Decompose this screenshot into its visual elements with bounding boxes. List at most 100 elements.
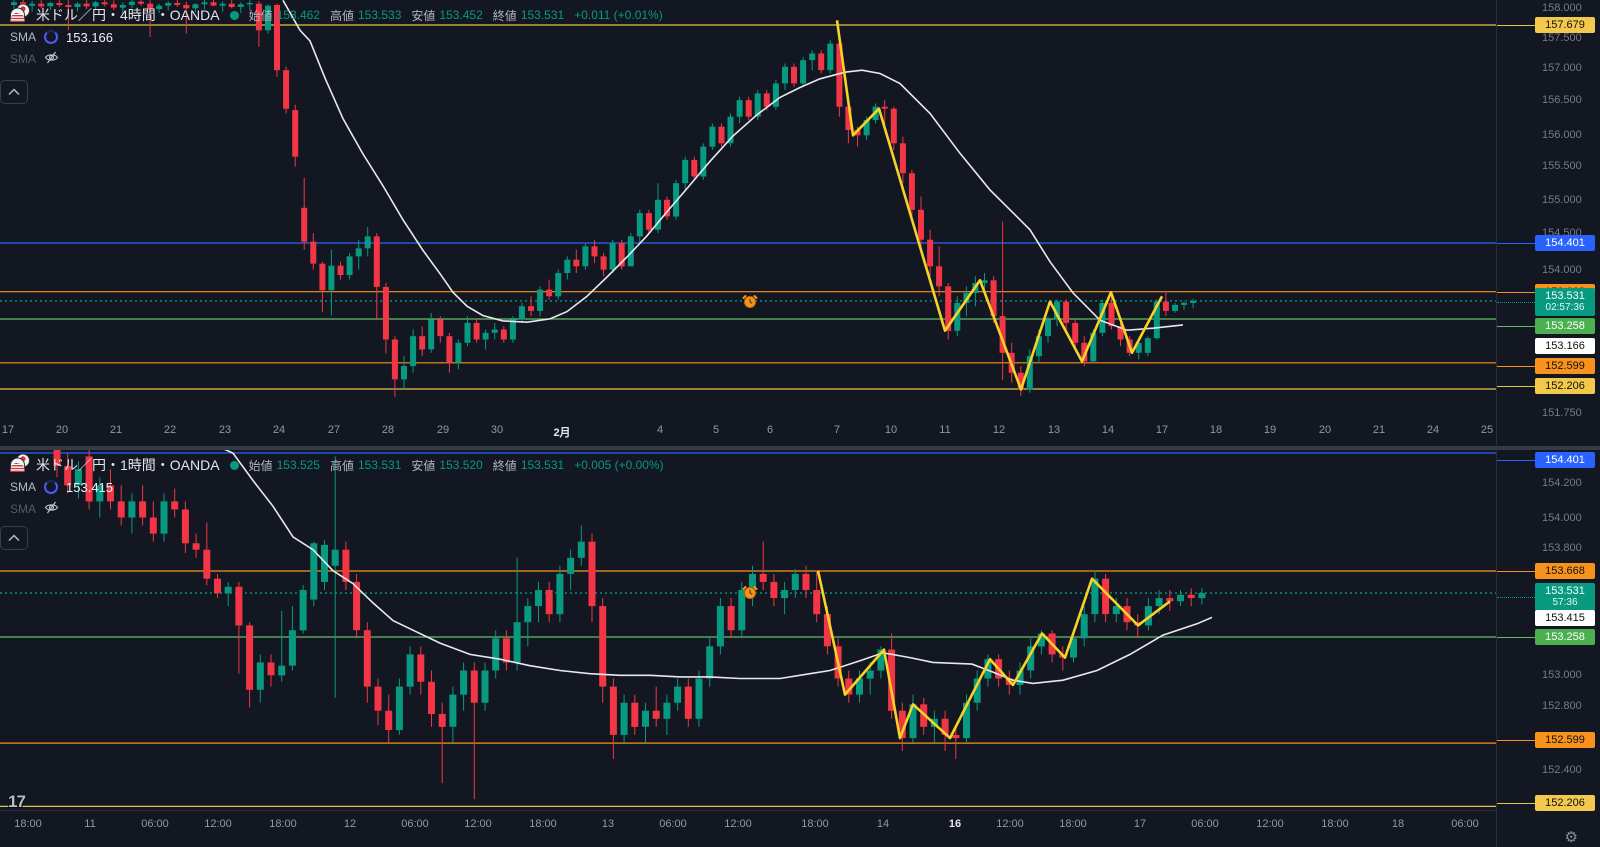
- candle[interactable]: [1081, 336, 1088, 367]
- candle[interactable]: [664, 196, 670, 220]
- candle[interactable]: [107, 469, 114, 510]
- sma-line[interactable]: [215, 450, 1213, 685]
- price-label-green[interactable]: 153.258: [1535, 629, 1595, 645]
- price-label-blue[interactable]: 154.401: [1535, 452, 1595, 468]
- candle[interactable]: [502, 630, 510, 671]
- candle[interactable]: [691, 156, 698, 180]
- candle[interactable]: [564, 256, 571, 280]
- candle[interactable]: [224, 581, 232, 607]
- candle[interactable]: [1144, 336, 1151, 357]
- chart-pane-4h[interactable]: [0, 0, 1497, 417]
- candle[interactable]: [1091, 570, 1099, 623]
- candle[interactable]: [1117, 322, 1124, 347]
- candle[interactable]: [655, 183, 661, 234]
- candle[interactable]: [1190, 298, 1197, 309]
- candle[interactable]: [636, 209, 643, 244]
- candle[interactable]: [119, 2, 126, 14]
- candle[interactable]: [609, 239, 616, 273]
- candle[interactable]: [310, 541, 318, 607]
- alert-clock-icon[interactable]: [742, 584, 758, 600]
- candle[interactable]: [255, 1, 262, 47]
- candle[interactable]: [299, 585, 307, 634]
- candle[interactable]: [219, 1, 226, 12]
- candle[interactable]: [321, 540, 328, 590]
- candle[interactable]: [364, 227, 371, 257]
- candle[interactable]: [1026, 349, 1033, 393]
- candle[interactable]: [567, 549, 575, 590]
- candle[interactable]: [331, 456, 339, 698]
- candle[interactable]: [918, 196, 924, 250]
- candle[interactable]: [866, 662, 874, 695]
- indicator-row-sma[interactable]: SMA 153.415: [10, 479, 114, 495]
- indicator-row-sma-hidden[interactable]: SMA: [10, 48, 663, 70]
- candle[interactable]: [509, 316, 516, 343]
- candle[interactable]: [428, 312, 435, 353]
- candle[interactable]: [492, 630, 500, 679]
- candle[interactable]: [201, 0, 208, 9]
- candle[interactable]: [85, 450, 93, 510]
- candle[interactable]: [128, 0, 135, 9]
- candle[interactable]: [927, 229, 934, 277]
- candle[interactable]: [727, 598, 735, 639]
- price-label-orange[interactable]: 153.668: [1535, 563, 1595, 579]
- candle[interactable]: [736, 96, 743, 124]
- candle[interactable]: [47, 1, 54, 11]
- candle[interactable]: [464, 316, 471, 347]
- candle[interactable]: [591, 239, 598, 263]
- candle[interactable]: [652, 686, 660, 727]
- candle[interactable]: [237, 2, 244, 13]
- market-status-icon[interactable]: [229, 460, 239, 470]
- candle[interactable]: [555, 269, 562, 300]
- candle[interactable]: [952, 726, 960, 759]
- candle[interactable]: [156, 3, 163, 13]
- candle[interactable]: [908, 169, 915, 220]
- candle[interactable]: [1172, 302, 1178, 313]
- candle[interactable]: [228, 0, 235, 9]
- chart-pane-1h[interactable]: [0, 450, 1497, 810]
- candle[interactable]: [491, 322, 498, 340]
- candle[interactable]: [682, 156, 689, 190]
- candle[interactable]: [537, 286, 544, 317]
- candle[interactable]: [981, 273, 988, 290]
- candle[interactable]: [673, 179, 680, 220]
- candle[interactable]: [941, 710, 949, 751]
- candle[interactable]: [1181, 301, 1187, 310]
- candle[interactable]: [406, 646, 414, 695]
- price-label-green[interactable]: 153.258: [1535, 318, 1595, 334]
- candle[interactable]: [395, 678, 403, 735]
- candle[interactable]: [745, 96, 752, 120]
- sma-line[interactable]: [282, 0, 1184, 332]
- candle[interactable]: [53, 450, 61, 478]
- candle[interactable]: [782, 63, 788, 91]
- candle[interactable]: [274, 3, 280, 77]
- candle[interactable]: [171, 488, 179, 518]
- candle[interactable]: [818, 50, 825, 74]
- candle[interactable]: [346, 253, 353, 280]
- candle[interactable]: [599, 598, 607, 703]
- candle[interactable]: [577, 525, 585, 566]
- candle[interactable]: [556, 565, 564, 623]
- candle[interactable]: [627, 233, 634, 267]
- candle[interactable]: [1063, 299, 1070, 330]
- candle[interactable]: [56, 0, 63, 7]
- candle[interactable]: [827, 40, 834, 74]
- candle[interactable]: [716, 598, 724, 655]
- candle[interactable]: [845, 670, 853, 703]
- candle[interactable]: [963, 694, 970, 743]
- candle[interactable]: [738, 581, 746, 639]
- candle[interactable]: [609, 678, 617, 760]
- candle[interactable]: [410, 329, 417, 373]
- candle[interactable]: [74, 461, 82, 499]
- candle[interactable]: [64, 453, 72, 494]
- candle[interactable]: [139, 485, 147, 526]
- candle[interactable]: [92, 1, 99, 11]
- candle[interactable]: [936, 246, 943, 297]
- candle[interactable]: [999, 221, 1006, 381]
- candle[interactable]: [772, 80, 779, 111]
- candle[interactable]: [700, 143, 707, 180]
- price-label-orange[interactable]: 152.599: [1535, 732, 1595, 748]
- pane-splitter[interactable]: [0, 446, 1600, 450]
- candle[interactable]: [301, 177, 308, 250]
- axis-settings-gear-icon[interactable]: ⚙: [1564, 829, 1578, 846]
- candle[interactable]: [545, 581, 553, 623]
